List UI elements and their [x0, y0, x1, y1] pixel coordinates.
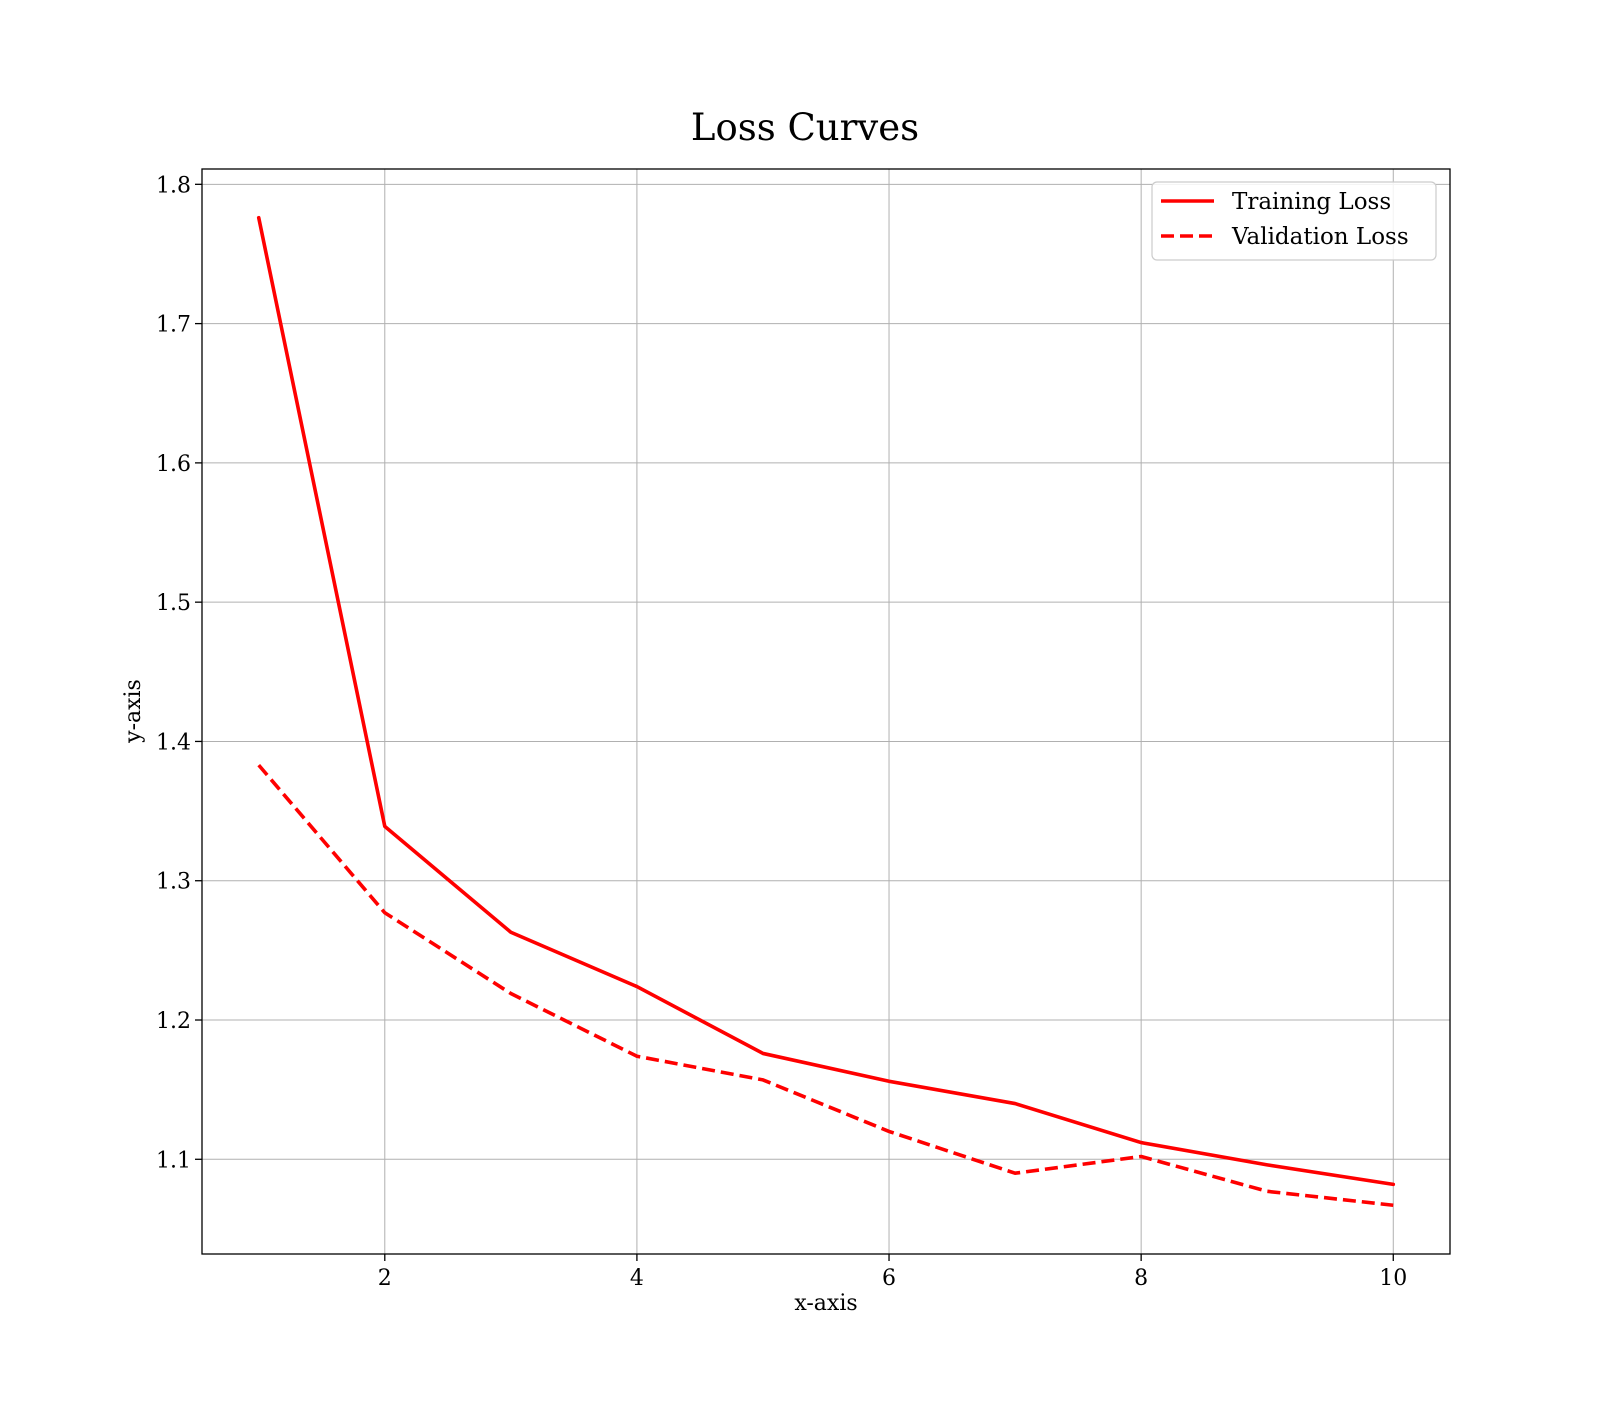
y-tick-label-1-2: 1.2	[156, 1009, 191, 1034]
legend-label-validation-loss: Validation Loss	[1231, 224, 1409, 250]
chart-title: Loss Curves	[691, 106, 919, 149]
legend-box	[1151, 181, 1437, 261]
x-axis-label: x-axis	[794, 1291, 857, 1316]
x-tick-label-10: 10	[1379, 1266, 1407, 1291]
grid-lines	[202, 169, 1450, 1254]
series-line-training-loss	[256, 215, 1396, 1187]
x-tick-label-6: 6	[882, 1266, 896, 1291]
x-tick-label-8: 8	[1134, 1266, 1148, 1291]
legend: Training Loss Validation Loss	[1151, 181, 1437, 261]
series-lines	[256, 215, 1396, 1208]
y-tick-label-1-1: 1.1	[156, 1148, 191, 1173]
x-tick-label-4: 4	[630, 1266, 644, 1291]
axis-ticks: 2 4 6 8 10 1.1 1.2 1.3 1.4 1.5 1.6 1.7 1.8	[156, 173, 1407, 1291]
y-tick-label-1-7: 1.7	[156, 313, 191, 338]
series-line-validation-loss	[257, 763, 1394, 1208]
y-tick-label-1-5: 1.5	[156, 591, 191, 616]
legend-label-training-loss: Training Loss	[1232, 189, 1391, 215]
x-tick-label-2: 2	[378, 1266, 392, 1291]
y-axis-label: y-axis	[121, 679, 146, 744]
y-tick-label-1-6: 1.6	[156, 452, 191, 477]
y-tick-label-1-4: 1.4	[156, 730, 191, 755]
y-tick-label-1-8: 1.8	[156, 173, 191, 198]
plot-frame	[201, 168, 1451, 1255]
y-tick-label-1-3: 1.3	[156, 870, 191, 895]
